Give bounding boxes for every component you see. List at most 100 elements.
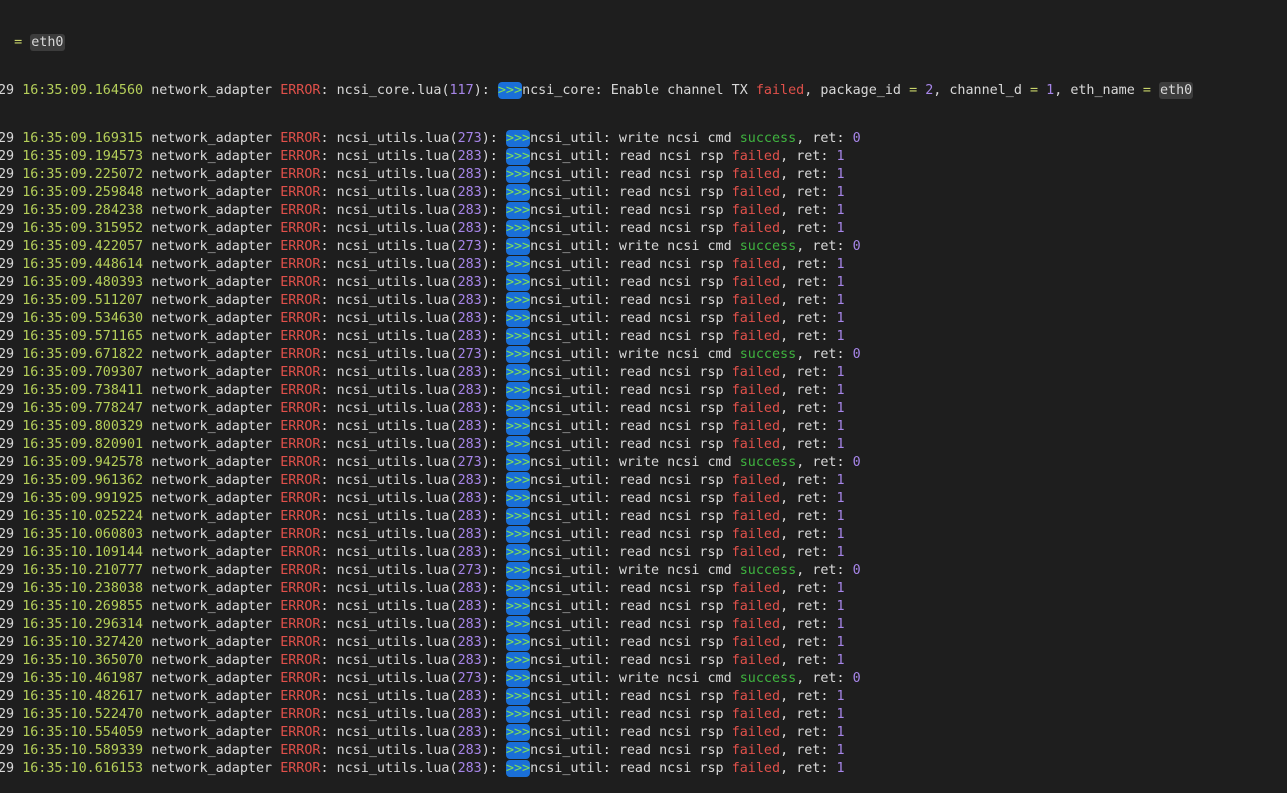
log-time: 16:35:09.422057 [22,239,144,254]
log-line-number: 283 [457,167,482,182]
log-status: failed [731,617,781,632]
log-module: network_adapter [151,401,273,416]
log-source: ncsi_util [530,383,603,398]
marker-badge: >>> [505,706,531,723]
log-file: ncsi_utils.lua [336,311,450,326]
ret-value: 1 [836,545,845,560]
ret-value: 1 [836,257,845,272]
log-line: 29 16:35:09.511207 network_adapter ERROR… [0,292,845,309]
log-date: 29 [0,491,15,506]
log-status: failed [731,185,781,200]
ret-label: ret [796,275,821,290]
log-module: network_adapter [151,473,273,488]
ret-value: 1 [836,383,845,398]
marker-badge: >>> [505,544,531,561]
log-level: ERROR [280,437,321,452]
log-action: read ncsi rsp [618,509,724,524]
log-line: 29 16:35:10.616153 network_adapter ERROR… [0,760,845,777]
marker-badge: >>> [505,526,531,543]
log-source: ncsi_util [530,725,603,740]
log-level: ERROR [280,635,321,650]
ret-value: 1 [836,149,845,164]
log-file: ncsi_utils.lua [336,617,450,632]
log-source: ncsi_util [530,437,603,452]
log-module: network_adapter [151,83,273,98]
log-level: ERROR [280,563,321,578]
marker-badge: >>> [505,490,531,507]
marker-badge: >>> [505,166,531,183]
log-level: ERROR [280,383,321,398]
log-module: network_adapter [151,293,273,308]
log-date: 29 [0,203,15,218]
log-time: 16:35:09.164560 [22,83,144,98]
log-source: ncsi_util [530,473,603,488]
log-source: ncsi_util [530,761,603,776]
log-date: 29 [0,761,15,776]
log-line-number: 283 [457,401,482,416]
ret-label: ret [796,707,821,722]
ret-label: ret [796,149,821,164]
log-line: 29 16:35:10.060803 network_adapter ERROR… [0,526,845,543]
log-file: ncsi_core.lua [336,83,442,98]
log-line: 29 16:35:10.327420 network_adapter ERROR… [0,634,845,651]
log-line-number: 283 [457,599,482,614]
log-line-continuation: = eth0 [14,34,65,51]
ret-value: 1 [836,167,845,182]
log-level: ERROR [280,617,321,632]
log-level: ERROR [280,653,321,668]
log-level: ERROR [280,509,321,524]
log-action: read ncsi rsp [618,329,724,344]
log-line-number: 283 [457,185,482,200]
log-status: failed [731,203,781,218]
log-source: ncsi_core [522,83,595,98]
log-source: ncsi_util [530,311,603,326]
log-level: ERROR [280,527,321,542]
log-file: ncsi_utils.lua [336,167,450,182]
log-source: ncsi_util [530,527,603,542]
log-level: ERROR [280,149,321,164]
marker-badge: >>> [505,130,531,147]
log-action: read ncsi rsp [618,221,724,236]
log-line-number: 283 [457,743,482,758]
ret-value: 1 [836,419,845,434]
ret-label: ret [796,419,821,434]
log-date: 29 [0,743,15,758]
ret-label: ret [796,383,821,398]
log-status: success [739,671,797,686]
marker-badge: >>> [505,472,531,489]
ret-value: 0 [852,131,861,146]
log-level: ERROR [280,365,321,380]
marker-badge: >>> [505,238,531,255]
log-line: 29 16:35:09.448614 network_adapter ERROR… [0,256,845,273]
marker-badge: >>> [505,508,531,525]
log-time: 16:35:09.820901 [22,437,144,452]
log-action: read ncsi rsp [618,419,724,434]
ret-value: 0 [852,347,861,362]
log-line: 29 16:35:10.554059 network_adapter ERROR… [0,724,845,741]
log-date: 29 [0,455,15,470]
log-level: ERROR [280,185,321,200]
log-module: network_adapter [151,383,273,398]
log-status: failed [731,401,781,416]
log-level: ERROR [280,347,321,362]
log-date: 29 [0,149,15,164]
log-time: 16:35:09.194573 [22,149,144,164]
log-module: network_adapter [151,761,273,776]
ret-value: 1 [836,527,845,542]
ret-label: ret [796,743,821,758]
log-time: 16:35:10.238038 [22,581,144,596]
log-line: 29 16:35:09.800329 network_adapter ERROR… [0,418,845,435]
log-module: network_adapter [151,275,273,290]
log-source: ncsi_util [530,617,603,632]
log-date: 29 [0,383,15,398]
log-date: 29 [0,617,15,632]
log-file: ncsi_utils.lua [336,509,450,524]
ret-label: ret [796,203,821,218]
log-level: ERROR [280,131,321,146]
log-status: failed [731,653,781,668]
log-date: 29 [0,671,15,686]
log-module: network_adapter [151,329,273,344]
log-line: 29 16:35:09.942578 network_adapter ERROR… [0,454,861,471]
ret-label: ret [812,347,837,362]
ret-value: 0 [852,563,861,578]
